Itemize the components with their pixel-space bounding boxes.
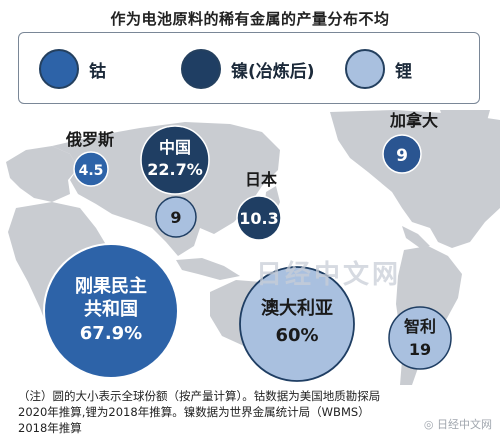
country-label-chile: 智利: [404, 317, 436, 336]
cobalt-circle-russia: [73, 151, 109, 187]
marker-drc-cobalt: 刚果民主 共和国 67.9%: [43, 243, 179, 379]
legend-label-nickel: 镍(冶炼后): [231, 61, 315, 82]
country-label-russia: 俄罗斯: [65, 130, 114, 149]
legend-swatch-nickel: [181, 49, 221, 89]
weibo-icon: ◎: [423, 418, 434, 431]
value-label-drc: 67.9%: [80, 323, 142, 344]
country-label-australia: 澳大利亚: [261, 297, 333, 319]
legend-item-cobalt: 钴: [39, 33, 106, 105]
legend-label-cobalt: 钴: [89, 61, 106, 82]
world-map: 俄罗斯 4.5 中国 22.7% 9 日本 10.3 加拿大 9 刚果民主 共和…: [0, 110, 500, 385]
value-label-china-lithium: 9: [170, 208, 181, 227]
marker-china-lithium: 9: [155, 196, 197, 238]
greenland-landmass: [440, 110, 490, 136]
legend-item-nickel: 镍(冶炼后): [181, 33, 315, 105]
chart-title: 作为电池原料的稀有金属的产量分布不均: [110, 10, 390, 28]
legend-label-lithium: 锂: [395, 61, 412, 82]
central-america-landmass: [402, 226, 430, 248]
footnote-line-2: 2020年推算,锂为2018年推算。镍数据为世界金属统计局（WBMS）: [18, 405, 370, 419]
footnote: （注）圆的大小表示全球份额（按产量计算）。钴数据为美国地质勘探局 2020年推算…: [18, 388, 448, 436]
value-label-china-nickel: 22.7%: [147, 160, 203, 179]
cobalt-circle-drc: [43, 243, 179, 379]
legend-item-lithium: 锂: [345, 33, 412, 105]
country-label-drc-line2: 共和国: [84, 299, 138, 320]
marker-canada-nickel: 加拿大 9: [382, 111, 438, 174]
source-watermark-text: 日经中文网: [437, 418, 492, 431]
marker-japan-nickel: 日本 10.3: [236, 170, 282, 241]
legend-swatch-lithium: [345, 49, 385, 89]
source-watermark: ◎ 日经中文网: [424, 416, 492, 432]
lithium-circle-china: [155, 196, 197, 238]
value-label-australia: 60%: [275, 325, 318, 346]
country-label-canada: 加拿大: [389, 111, 438, 130]
footnote-line-1: （注）圆的大小表示全球份额（按产量计算）。钴数据为美国地质勘探局: [18, 389, 381, 403]
value-label-canada: 9: [396, 146, 408, 166]
value-label-russia: 4.5: [79, 163, 104, 179]
footnote-line-3: 2018年推算: [18, 421, 82, 435]
nickel-circle-china: [140, 125, 210, 195]
value-label-japan: 10.3: [239, 209, 278, 228]
value-label-chile: 19: [409, 340, 431, 359]
watermark-text: 日经中文网: [256, 260, 402, 290]
marker-australia-lithium: 澳大利亚 60%: [239, 266, 355, 382]
lithium-circle-chile: [388, 306, 452, 370]
nickel-circle-canada: [382, 134, 422, 174]
marker-russia-cobalt: 俄罗斯 4.5: [65, 130, 114, 187]
europe-landmass: [6, 146, 78, 202]
north-america-landmass: [330, 110, 500, 248]
country-label-japan: 日本: [245, 170, 277, 189]
southeast-asia-landmass: [176, 258, 240, 280]
lithium-circle-australia: [239, 266, 355, 382]
country-label-drc-line1: 刚果民主: [75, 275, 147, 297]
marker-china-nickel: 中国 22.7%: [140, 125, 210, 195]
country-label-china: 中国: [159, 138, 191, 157]
legend: 钴 镍(冶炼后) 锂: [18, 32, 480, 104]
marker-chile-lithium: 智利 19: [388, 306, 452, 370]
legend-swatch-cobalt: [39, 49, 79, 89]
nickel-circle-japan: [236, 195, 282, 241]
